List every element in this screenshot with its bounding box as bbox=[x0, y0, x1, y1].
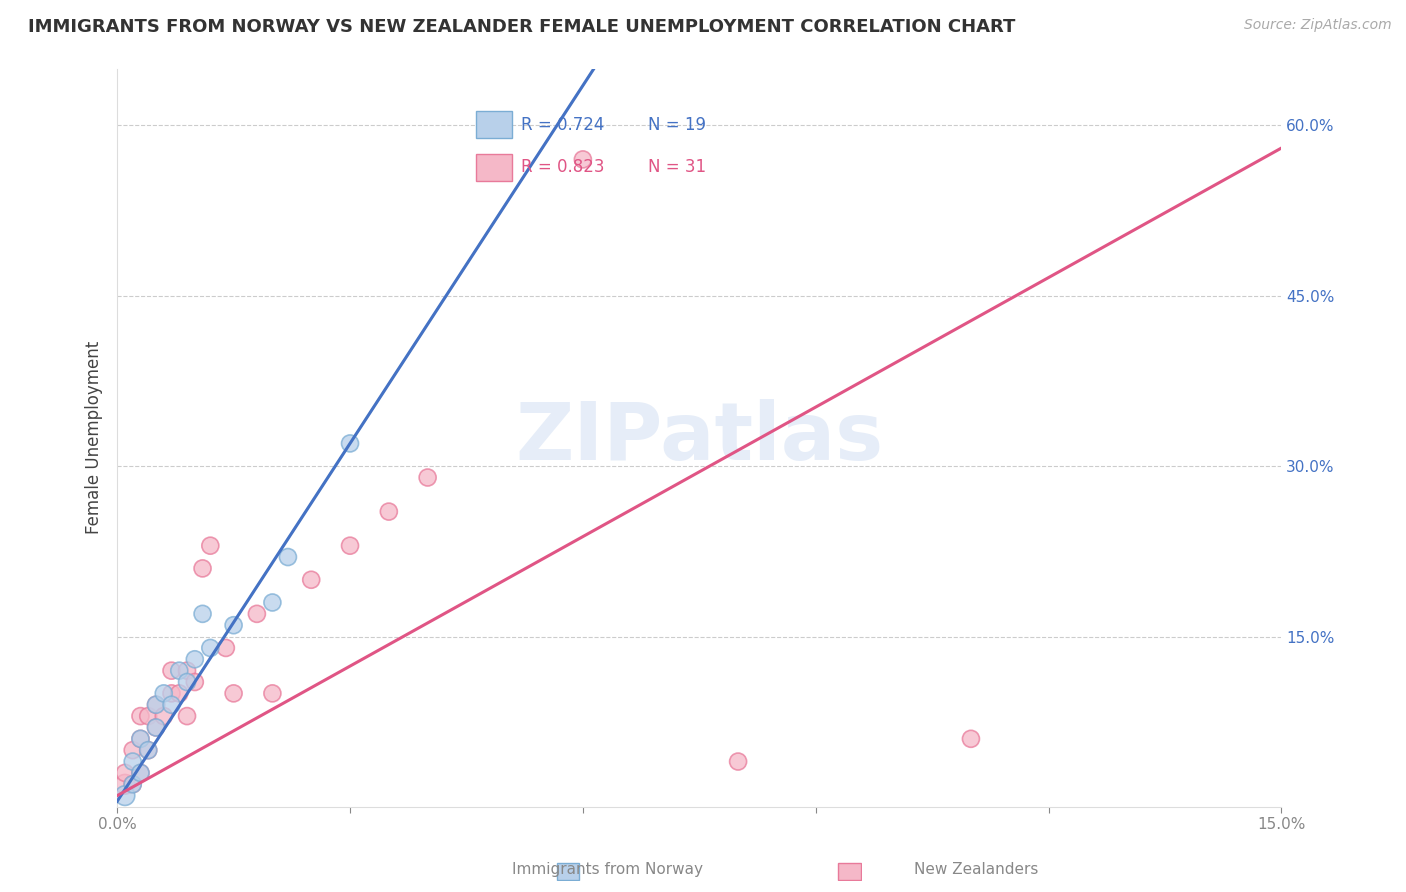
Point bbox=[129, 765, 152, 780]
Point bbox=[222, 618, 245, 632]
Point bbox=[262, 595, 284, 609]
Point bbox=[960, 731, 983, 746]
Y-axis label: Female Unemployment: Female Unemployment bbox=[86, 341, 103, 534]
Point bbox=[184, 675, 207, 690]
Point bbox=[145, 698, 167, 712]
Point bbox=[299, 573, 322, 587]
Point bbox=[416, 470, 439, 484]
Point bbox=[129, 765, 152, 780]
Point bbox=[152, 686, 174, 700]
Point bbox=[121, 777, 143, 791]
Point bbox=[727, 755, 749, 769]
Point bbox=[277, 549, 299, 564]
Point bbox=[152, 709, 174, 723]
Text: Source: ZipAtlas.com: Source: ZipAtlas.com bbox=[1244, 18, 1392, 32]
Point bbox=[191, 561, 214, 575]
Point bbox=[215, 640, 238, 655]
Point bbox=[129, 709, 152, 723]
Point bbox=[121, 777, 143, 791]
Point bbox=[184, 652, 207, 666]
Point bbox=[169, 664, 191, 678]
Point bbox=[222, 686, 245, 700]
Point bbox=[145, 721, 167, 735]
Point bbox=[262, 686, 284, 700]
Point bbox=[121, 743, 143, 757]
Point bbox=[129, 731, 152, 746]
Text: New Zealanders: New Zealanders bbox=[914, 863, 1038, 877]
FancyBboxPatch shape bbox=[838, 863, 860, 880]
Point bbox=[339, 436, 361, 450]
Point bbox=[114, 777, 136, 791]
Point bbox=[200, 539, 222, 553]
Point bbox=[160, 698, 183, 712]
Point bbox=[145, 698, 167, 712]
Text: Immigrants from Norway: Immigrants from Norway bbox=[512, 863, 703, 877]
Point bbox=[378, 505, 401, 519]
Point bbox=[136, 743, 159, 757]
Point bbox=[136, 709, 159, 723]
Point bbox=[176, 709, 198, 723]
Text: IMMIGRANTS FROM NORWAY VS NEW ZEALANDER FEMALE UNEMPLOYMENT CORRELATION CHART: IMMIGRANTS FROM NORWAY VS NEW ZEALANDER … bbox=[28, 18, 1015, 36]
Point bbox=[246, 607, 269, 621]
Point bbox=[160, 686, 183, 700]
FancyBboxPatch shape bbox=[557, 863, 579, 880]
Point bbox=[121, 755, 143, 769]
Point bbox=[145, 721, 167, 735]
Point bbox=[129, 731, 152, 746]
Point bbox=[200, 640, 222, 655]
Point bbox=[169, 686, 191, 700]
Point bbox=[191, 607, 214, 621]
Point bbox=[572, 153, 595, 167]
Point bbox=[339, 539, 361, 553]
Point bbox=[136, 743, 159, 757]
Point bbox=[176, 675, 198, 690]
Text: ZIPatlas: ZIPatlas bbox=[515, 399, 883, 476]
Point bbox=[114, 765, 136, 780]
Point bbox=[114, 789, 136, 803]
Point bbox=[176, 664, 198, 678]
Point bbox=[160, 664, 183, 678]
